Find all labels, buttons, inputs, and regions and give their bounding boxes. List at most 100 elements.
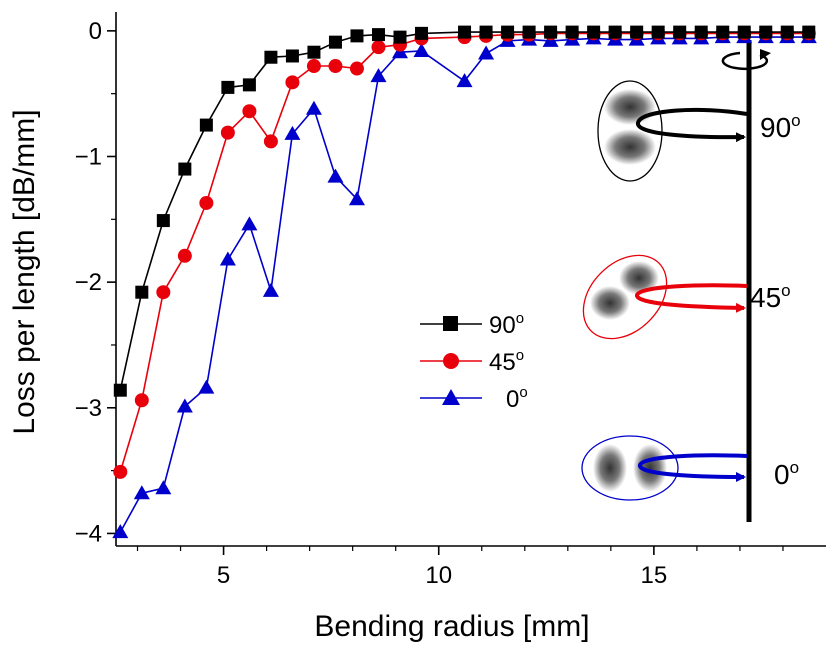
data-point-90	[608, 25, 622, 39]
series-90	[113, 25, 816, 397]
data-point-45	[328, 59, 343, 74]
data-point-90	[135, 285, 149, 299]
data-point-0	[478, 45, 495, 60]
data-point-45	[242, 104, 257, 119]
annotation-45: 45o	[750, 281, 791, 313]
mode-0-lobe-right	[633, 444, 667, 492]
legend-entry-90: 90o	[420, 310, 524, 339]
legend-marker-45	[443, 353, 459, 369]
data-point-0	[456, 73, 473, 88]
data-point-90	[156, 214, 170, 228]
legend-entry-0: 0o	[420, 384, 528, 413]
x-tick-label: 15	[641, 562, 668, 589]
data-point-45	[220, 125, 235, 140]
data-point-90	[479, 25, 493, 39]
mode-0-lobe-left	[593, 444, 627, 492]
data-point-90	[651, 25, 665, 39]
data-point-0	[112, 524, 129, 539]
annotation-0: 0o	[774, 458, 799, 490]
y-tick-label: −4	[75, 520, 102, 547]
data-point-0	[198, 379, 215, 394]
legend-marker-0	[442, 389, 460, 405]
data-point-0	[176, 398, 193, 413]
axis-ticks	[107, 30, 784, 555]
data-point-0	[327, 168, 344, 183]
data-point-0	[413, 42, 430, 57]
axis-tick-labels: 5 10 15 0 −1 −2 −3 −4	[75, 18, 668, 589]
data-point-90	[501, 25, 515, 39]
data-point-0	[284, 125, 301, 140]
rotation-arrow-icon	[721, 51, 769, 71]
data-point-45	[177, 248, 192, 263]
data-point-90	[199, 118, 213, 132]
mode-90-lobe-top	[604, 89, 656, 125]
data-point-45	[285, 75, 300, 90]
data-point-90	[178, 162, 192, 176]
x-tick-label: 5	[217, 562, 230, 589]
mode-90-lobe-bottom	[604, 129, 656, 165]
mode-45-lobe-lower	[590, 286, 630, 320]
legend-label-45: 45o	[489, 347, 524, 376]
y-tick-label: −3	[75, 395, 102, 422]
mode-45-outline	[582, 254, 668, 340]
data-point-90	[242, 78, 256, 92]
data-point-90	[544, 25, 558, 39]
data-point-90	[737, 25, 751, 39]
legend-label-90: 90o	[489, 310, 524, 339]
data-point-90	[780, 25, 794, 39]
data-point-0	[155, 480, 172, 495]
data-point-90	[673, 25, 687, 39]
data-point-0	[219, 251, 236, 266]
mode-90-arrow-icon	[636, 107, 748, 143]
y-tick-label: −2	[75, 269, 102, 296]
data-point-45	[306, 59, 321, 74]
data-point-0	[370, 68, 387, 83]
data-point-45	[113, 464, 128, 479]
data-point-0	[262, 282, 279, 297]
data-point-90	[285, 49, 299, 63]
data-point-90	[565, 25, 579, 39]
data-point-90	[694, 25, 708, 39]
data-point-90	[587, 25, 601, 39]
data-point-90	[522, 25, 536, 39]
legend-label-0: 0o	[506, 384, 528, 413]
y-tick-label: 0	[89, 18, 102, 45]
data-point-90	[716, 25, 730, 39]
y-tick-label: −1	[75, 143, 102, 170]
mode-45-arrow-icon	[635, 283, 748, 313]
mode-90-outline	[597, 80, 663, 182]
data-point-90	[802, 25, 816, 39]
legend: 90o 45o 0o	[420, 310, 528, 413]
data-point-90	[458, 25, 472, 39]
data-point-90	[328, 35, 342, 49]
axes	[115, 12, 826, 547]
legend-entry-45: 45o	[420, 347, 524, 376]
data-point-45	[371, 40, 386, 55]
data-point-90	[415, 26, 429, 40]
data-point-90	[630, 25, 644, 39]
data-point-45	[156, 285, 171, 300]
rotation-diagram: 90o 45o 0o	[581, 40, 801, 522]
data-point-90	[307, 45, 321, 59]
series-45	[113, 26, 816, 479]
data-point-90	[759, 25, 773, 39]
series-line-45	[119, 32, 809, 473]
data-point-45	[349, 61, 364, 76]
legend-marker-90	[443, 316, 458, 331]
data-point-90	[393, 30, 407, 44]
mode-0-outline	[581, 435, 679, 501]
y-axis-label: Loss per length [dB/mm]	[8, 109, 41, 434]
data-point-45	[199, 195, 214, 210]
data-point-45	[263, 134, 278, 149]
data-point-90	[221, 80, 235, 94]
mode-0-arrow-icon	[638, 453, 748, 482]
mode-45-lobe-upper	[619, 261, 659, 295]
data-point-90	[113, 383, 127, 397]
data-point-90	[371, 28, 385, 42]
data-point-90	[264, 50, 278, 64]
rotation-arrowhead-icon	[760, 49, 771, 60]
data-point-0	[241, 216, 258, 231]
data-point-0	[305, 100, 322, 115]
data-point-45	[134, 393, 149, 408]
